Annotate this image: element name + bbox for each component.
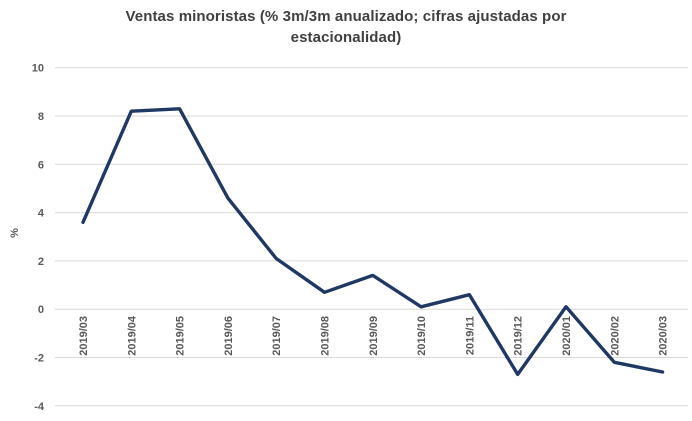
y-axis-title: %: [9, 228, 21, 238]
x-tick-label: 2019/04: [126, 315, 138, 356]
data-series-line: [81, 107, 665, 377]
x-tick-label: 2019/09: [368, 316, 380, 356]
y-tick-label: 6: [38, 159, 44, 171]
x-tick-label: 2019/05: [175, 316, 187, 356]
x-tick-label: 2019/07: [271, 316, 283, 356]
x-tick-label: 2019/08: [320, 316, 332, 356]
x-tick-label: 2019/11: [464, 316, 476, 355]
x-tick-label: 2020/03: [658, 316, 670, 356]
x-tick-label: 2019/10: [416, 316, 428, 356]
y-tick-label: 4: [38, 208, 45, 220]
x-tick-label: 2019/12: [513, 316, 525, 356]
y-tick-label: 8: [38, 111, 44, 123]
y-tick-label: 10: [32, 63, 44, 75]
x-tick-label: 2020/02: [609, 316, 621, 356]
x-tick-label: 2019/03: [78, 316, 90, 356]
x-tick-label: 2019/06: [223, 316, 235, 356]
chart-title: Ventas minoristas (% 3m/3m anualizado; c…: [125, 8, 567, 46]
y-tick-label: 0: [38, 304, 44, 316]
y-tick-label: -4: [34, 401, 45, 413]
y-tick-label: 2: [38, 256, 44, 268]
y-tick-label: -2: [34, 353, 44, 365]
x-tick-label: 2020/01: [561, 316, 573, 356]
